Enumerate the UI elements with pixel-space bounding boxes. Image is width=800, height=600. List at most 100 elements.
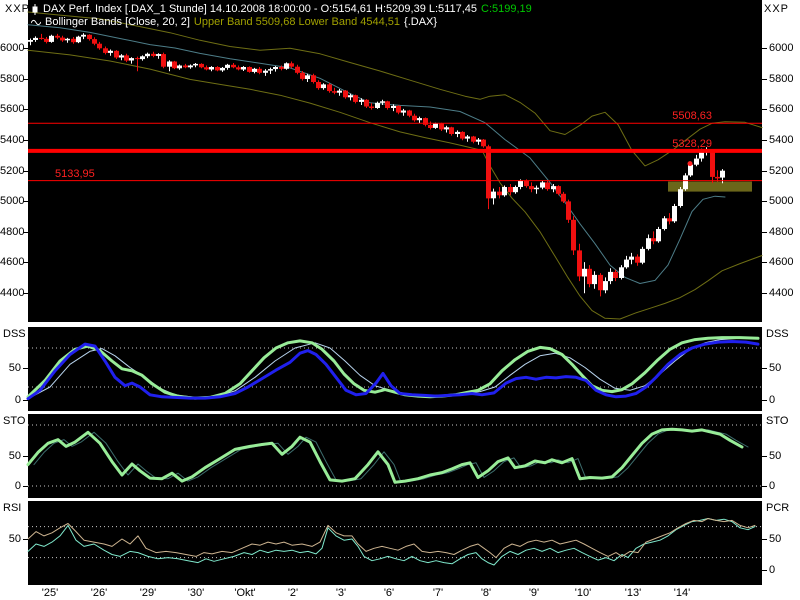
axis-tick-mark: [762, 456, 767, 457]
axis-tick-mark: [762, 109, 767, 110]
axis-tick-mark: [23, 109, 28, 110]
bollinger-middle-band-line: [27, 24, 726, 284]
indicator-axis-label: 0: [769, 564, 776, 576]
price-chart-panel[interactable]: [28, 0, 762, 322]
indicator-axis-label: 50: [8, 362, 21, 374]
candlestick-icon: [32, 3, 38, 15]
axis-tick-mark: [23, 293, 28, 294]
bollinger-lower-band-line: [27, 49, 763, 320]
axis-tick-mark: [762, 232, 767, 233]
indicator-axis-label: 0: [769, 480, 776, 492]
price-level-label: 5133,95: [55, 168, 95, 180]
price-axis-label: 5800: [0, 73, 25, 85]
indicator-axis-label: 50: [769, 362, 782, 374]
price-axis-label: 5600: [0, 103, 25, 115]
date-axis-label: '14': [673, 587, 691, 599]
axis-tick-mark: [23, 539, 28, 540]
axis-tick-mark: [762, 570, 767, 571]
date-axis-label: '29': [139, 587, 157, 599]
axis-tick-mark: [23, 140, 28, 141]
axis-tick-mark: [762, 171, 767, 172]
axis-tick-mark: [23, 232, 28, 233]
axis-tick-mark: [23, 79, 28, 80]
indicator-axis-label: 50: [769, 533, 782, 545]
indicator-axis-label: 0: [14, 394, 21, 406]
price-axis-label: 5200: [0, 165, 25, 177]
dss-indicator-panel[interactable]: [28, 327, 762, 411]
axis-tick-mark: [23, 48, 28, 49]
indicator-name: Bollinger Bands [Close, 20, 2]: [45, 16, 190, 28]
axis-tick-mark: [23, 400, 28, 401]
indicator-axis-label: 0: [14, 480, 21, 492]
date-axis-label: '6': [383, 587, 395, 599]
date-axis-label: '2': [287, 587, 299, 599]
date-axis-label: '8': [480, 587, 492, 599]
price-axis-label: 5000: [0, 195, 25, 207]
rsi-line: [27, 518, 756, 559]
date-axis-label: '7': [432, 587, 444, 599]
axis-tick-mark: [23, 262, 28, 263]
indicator-axis-label: 0: [769, 394, 776, 406]
sto-right-axis-title: STO: [766, 415, 789, 427]
dss-right-axis-title: DSS: [766, 328, 789, 340]
price-axis-label: 4600: [0, 256, 25, 268]
price-axis-label: 6000: [0, 42, 25, 54]
dss-left-axis-title: DSS: [3, 328, 26, 340]
price-axis-label: 4400: [0, 287, 25, 299]
price-axis-label: 5000: [769, 195, 794, 207]
rsi-indicator-panel[interactable]: [28, 501, 762, 585]
price-axis-label: 5200: [769, 165, 794, 177]
bollinger-upper-band-line: [27, 11, 763, 167]
bollinger-bands-icon: [31, 19, 41, 25]
price-axis-label: 6000: [769, 42, 794, 54]
date-axis-label: '30': [187, 587, 205, 599]
rsi-right-axis-title: PCR: [766, 502, 790, 514]
watermark-top-right: XXP: [764, 3, 790, 15]
stochastic-line: [26, 427, 744, 484]
price-axis-label: 4800: [0, 226, 25, 238]
date-axis-label: '13': [624, 587, 642, 599]
date-axis-label: 'Okt': [234, 587, 256, 599]
price-axis-label: 4400: [769, 287, 794, 299]
date-axis-label: '3': [335, 587, 347, 599]
chart-title: DAX Perf. Index [.DAX_1 Stunde] 14.10.20…: [43, 3, 477, 15]
dss-slow-line: [26, 336, 760, 400]
price-axis-label: 5600: [769, 103, 794, 115]
axis-tick-mark: [762, 486, 767, 487]
axis-tick-mark: [23, 486, 28, 487]
sell-signal-marker: [687, 161, 693, 167]
axis-tick-mark: [23, 456, 28, 457]
date-axis-label: '10': [574, 587, 592, 599]
date-axis-label: '25': [41, 587, 59, 599]
dss-fast-line: [26, 340, 760, 401]
indicator-axis-label: 50: [8, 450, 21, 462]
indicator-legend-bar: Bollinger Bands [Close, 20, 2] Upper Ban…: [31, 16, 437, 28]
axis-tick-mark: [762, 400, 767, 401]
indicator-symbol: {.DAX}: [404, 16, 438, 28]
rsi-left-axis-title: RSI: [3, 502, 22, 514]
axis-tick-mark: [762, 539, 767, 540]
sto-left-axis-title: STO: [3, 415, 26, 427]
price-axis-label: 4600: [769, 256, 794, 268]
pcr-line: [27, 518, 756, 566]
axis-tick-mark: [23, 171, 28, 172]
axis-tick-mark: [762, 79, 767, 80]
price-axis-label: 5400: [769, 134, 794, 146]
sto-indicator-panel[interactable]: [28, 414, 762, 498]
date-axis-label: '9': [528, 587, 540, 599]
axis-tick-mark: [762, 293, 767, 294]
chart-title-bar: DAX Perf. Index [.DAX_1 Stunde] 14.10.20…: [31, 3, 532, 15]
axis-tick-mark: [23, 201, 28, 202]
close-value: C:5199,19: [481, 3, 532, 15]
price-level-label: 5328,29: [672, 138, 712, 150]
axis-tick-mark: [762, 48, 767, 49]
indicator-axis-label: 50: [8, 533, 21, 545]
price-axis-label: 5800: [769, 73, 794, 85]
axis-tick-mark: [762, 262, 767, 263]
price-axis-label: 4800: [769, 226, 794, 238]
axis-tick-mark: [762, 140, 767, 141]
indicator-band-values: Upper Band 5509,68 Lower Band 4544,51: [193, 16, 401, 28]
axis-tick-mark: [762, 368, 767, 369]
